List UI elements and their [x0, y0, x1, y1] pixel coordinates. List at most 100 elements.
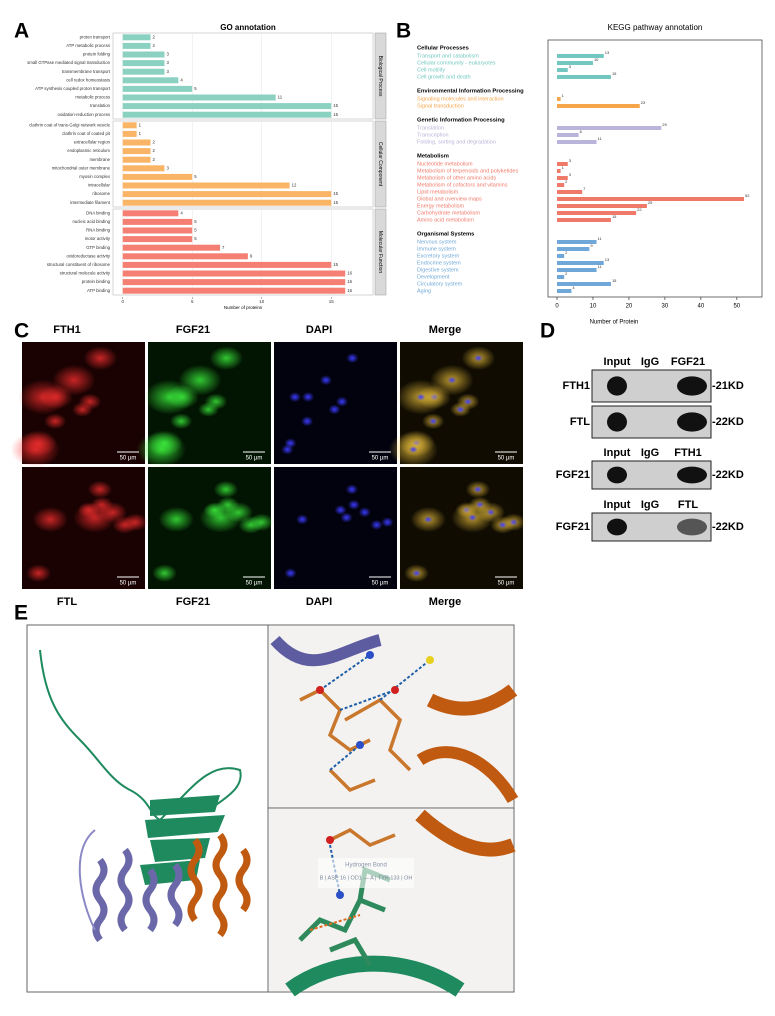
protein-label: FTL — [570, 416, 590, 428]
value-label: 16 — [347, 288, 352, 293]
atoms — [316, 651, 434, 749]
value-label: 22 — [637, 207, 642, 212]
x-tick-label: 0 — [555, 304, 559, 310]
bar — [556, 197, 745, 201]
facet-strip — [374, 120, 387, 208]
bar — [122, 210, 179, 217]
value-label: 23 — [641, 100, 646, 105]
category-label: Amino acid metabolism — [417, 217, 474, 223]
signal — [44, 413, 67, 430]
bar — [556, 61, 593, 65]
docking-panel: Hydrogen Bond B | ASP 16 | OD1 — A | TYR… — [26, 624, 519, 997]
value-label: 9 — [590, 243, 593, 248]
bar — [122, 261, 332, 268]
bar — [122, 218, 193, 225]
nucleus — [346, 353, 359, 364]
bar — [122, 130, 137, 137]
bar — [122, 236, 193, 243]
facet-label: Cellular Component — [377, 142, 383, 187]
scale-label: 50 µm — [120, 581, 137, 587]
nucleus — [428, 417, 438, 425]
lane-label: FTH1 — [674, 447, 702, 459]
signal — [158, 506, 194, 533]
band — [607, 518, 627, 536]
axis-label: Number of proteins — [224, 305, 263, 310]
panel-letter: A — [14, 20, 29, 43]
channel-label: Merge — [429, 596, 461, 608]
scale-label: 50 µm — [498, 581, 515, 587]
category-label: structural constituent of ribosome — [47, 262, 111, 267]
scale-label: 50 µm — [246, 581, 263, 587]
value-label: 15 — [612, 214, 617, 219]
signal — [170, 413, 193, 430]
bar — [556, 211, 637, 215]
signal — [238, 516, 263, 534]
chart-title: GO annotation — [220, 23, 276, 32]
panel-letter: B — [396, 20, 411, 43]
x-tick-label: 15 — [329, 299, 335, 304]
bond-detail: B | ASP 16 | OD1 — A | TYR 133 | OH — [320, 875, 413, 881]
nucleus — [288, 392, 301, 403]
bar — [556, 140, 597, 144]
value-label: 15 — [333, 103, 338, 108]
category-label: protein folding — [83, 52, 111, 57]
x-tick-label: 40 — [698, 304, 705, 310]
category-label: mitochondrial outer membrane — [52, 165, 111, 170]
value-label: 1 — [562, 165, 565, 170]
category-label: Metabolism of cofactors and vitamins — [417, 182, 508, 188]
category-label: clathrin coat of coated pit — [62, 131, 111, 136]
nucleus — [281, 444, 294, 455]
value-label: 29 — [662, 122, 667, 127]
nucleus — [370, 519, 383, 530]
category-label: structural molecule activity — [60, 271, 111, 276]
category-label: extracellular region — [74, 140, 111, 145]
category-label: Metabolism of terpenoids and polyketides — [417, 168, 518, 174]
category-label: clathrin coat of trans-Golgi network ves… — [29, 122, 110, 127]
nucleus — [447, 376, 457, 384]
bar — [122, 34, 151, 41]
plot-frame — [547, 39, 763, 298]
hbond — [319, 654, 431, 771]
value-label: 15 — [333, 112, 338, 117]
group-header: Environmental Information Processing — [417, 89, 524, 95]
group-header: Cellular Processes — [417, 46, 469, 52]
bar — [556, 97, 561, 101]
channel-label: Merge — [429, 324, 461, 336]
signal — [209, 346, 244, 371]
protein-label: FTH1 — [563, 380, 591, 392]
category-label: ATP synthesis coupled proton transport — [35, 86, 111, 91]
category-label: myosin complex — [79, 174, 111, 179]
lane-label: FGF21 — [671, 356, 705, 368]
coil — [39, 649, 161, 821]
nucleus — [463, 398, 473, 406]
nucleus — [296, 514, 309, 525]
category-label: Energy metabolism — [417, 203, 464, 209]
x-tick-label: 0 — [121, 299, 124, 304]
value-label: 15 — [333, 191, 338, 196]
micrograph: 50 µm — [388, 342, 523, 468]
chart-title: KEGG pathway annotation — [608, 23, 703, 32]
value-label: 4 — [180, 210, 183, 215]
facet-label: Biological Process — [377, 56, 383, 97]
scale-label: 50 µm — [246, 456, 263, 462]
value-label: 2 — [153, 148, 156, 153]
bar — [556, 282, 611, 286]
bar — [556, 183, 565, 187]
value-label: 15 — [333, 200, 338, 205]
value-label: 1 — [139, 131, 142, 136]
category-label: Cell growth and death — [417, 74, 471, 80]
panel-letter: D — [540, 320, 555, 343]
value-label: 11 — [598, 236, 603, 241]
nucleus — [284, 568, 297, 579]
x-tick-label: 10 — [259, 299, 265, 304]
bar — [122, 244, 221, 251]
value-label: 5 — [194, 219, 197, 224]
category-label: Signaling molecules and interaction — [417, 96, 504, 102]
ribbon — [270, 634, 382, 667]
nucleus — [473, 354, 483, 362]
scale-label: 50 µm — [372, 581, 389, 587]
bar — [122, 42, 151, 49]
category-label: endoplasmic reticulum — [67, 148, 110, 153]
nucleus — [468, 514, 478, 522]
category-label: Global and overview maps — [417, 196, 482, 202]
